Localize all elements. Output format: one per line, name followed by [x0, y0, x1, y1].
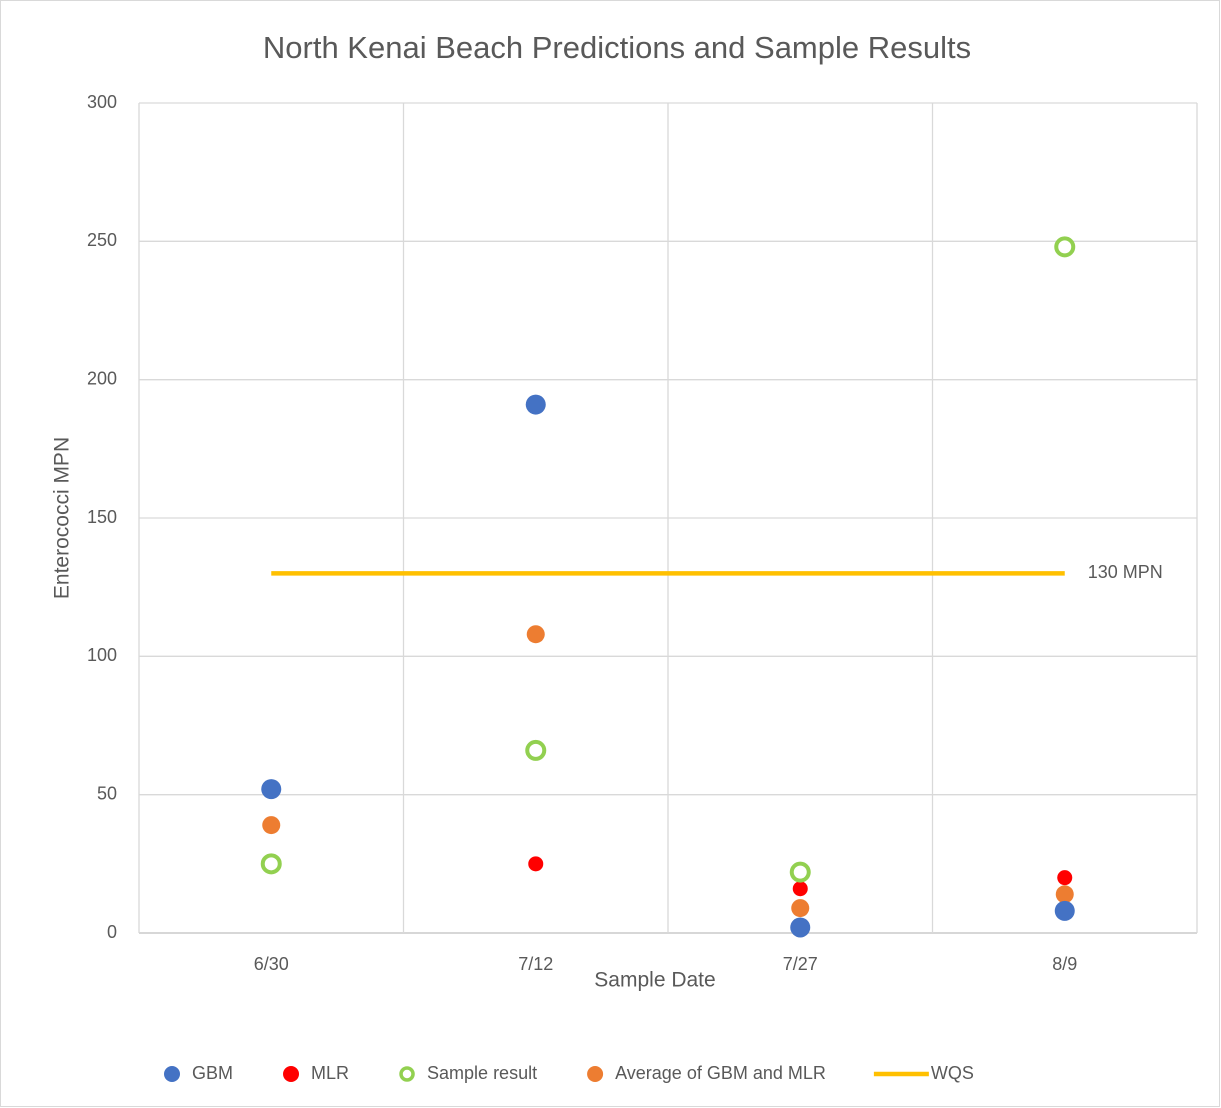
x-tick-label: 8/9: [1052, 954, 1077, 974]
chart-title: North Kenai Beach Predictions and Sample…: [263, 30, 971, 65]
point: [790, 917, 811, 938]
y-tick-label: 100: [87, 645, 117, 665]
legend-label: MLR: [311, 1063, 349, 1083]
y-axis-label: Enterococci MPN: [51, 437, 74, 599]
y-tick-label: 300: [87, 92, 117, 112]
legend-swatch: [587, 1066, 604, 1082]
legend-swatch: [399, 1066, 415, 1082]
point: [789, 861, 811, 883]
x-tick-label: 6/30: [254, 954, 289, 974]
legend-swatch: [164, 1066, 180, 1082]
legend-label: WQS: [931, 1063, 974, 1083]
point: [791, 899, 810, 918]
legend-label: GBM: [192, 1063, 233, 1083]
x-axis-label: Sample Date: [594, 969, 715, 992]
x-tick-label: 7/27: [783, 954, 818, 974]
point: [792, 881, 808, 897]
point: [1057, 870, 1073, 886]
point: [525, 739, 547, 761]
y-tick-label: 150: [87, 507, 117, 527]
y-tick-label: 200: [87, 368, 117, 388]
y-tick-label: 0: [107, 922, 117, 942]
y-tick-label: 50: [97, 783, 117, 803]
point: [1054, 236, 1076, 258]
y-tick-label: 250: [87, 230, 117, 250]
point: [1055, 885, 1074, 904]
point: [528, 856, 544, 872]
legend-label: Average of GBM and MLR: [615, 1063, 826, 1083]
legend-label: Sample result: [427, 1063, 537, 1083]
annotation: 130 MPN: [1088, 562, 1163, 582]
point: [526, 625, 545, 644]
point: [525, 394, 546, 415]
point: [1054, 900, 1075, 921]
legend-swatch: [283, 1066, 300, 1082]
point: [260, 853, 282, 875]
point: [261, 779, 282, 800]
point: [262, 816, 281, 835]
x-tick-label: 7/12: [518, 954, 553, 974]
